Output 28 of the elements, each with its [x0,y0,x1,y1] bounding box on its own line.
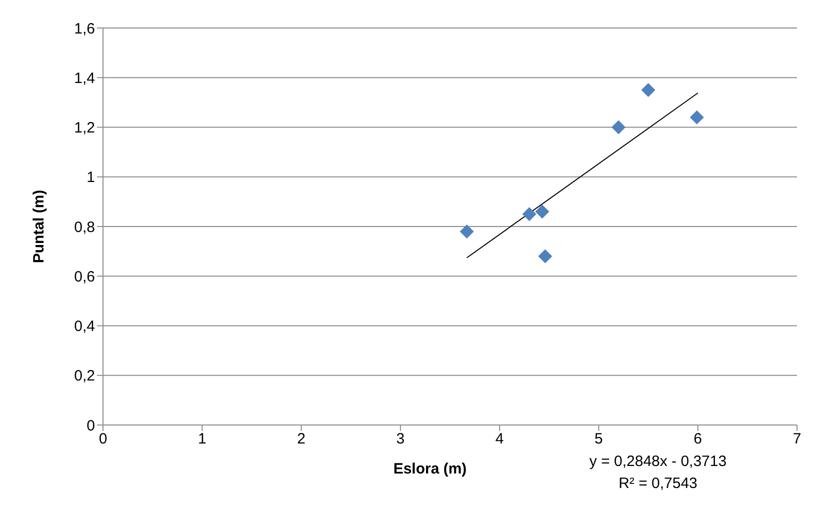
y-tick-label: 0,4 [74,318,95,336]
x-tick-label: 6 [694,430,702,448]
x-tick-label: 7 [792,430,802,448]
point [538,249,552,264]
y-tick-label: 1 [86,169,95,186]
y-axis-title: Puntal (m) [30,190,48,264]
y-tick-label: 1,4 [74,70,95,87]
x-tick-label: 4 [495,430,504,448]
x-tick-label: 5 [594,430,603,448]
y-tick-label: 1,2 [74,120,95,137]
x-tick-label: 1 [198,430,206,448]
point [641,83,656,98]
point [612,120,626,134]
x-axis-title: Eslora (m) [393,460,467,478]
x-tick-label: 3 [396,430,405,448]
y-tick-label: 0,8 [74,218,95,236]
point [460,224,474,238]
text: y = 0,2848x - 0,3713 [588,453,728,470]
y-tick-label: 0,6 [74,268,95,286]
x-tick-label: 0 [98,430,108,448]
text: R² = 0,7543 [618,475,698,492]
y-tick-label: 1,6 [74,20,95,38]
point [690,110,704,124]
point [522,207,536,222]
x-tick-label: 2 [297,430,306,448]
y-tick-label: 0,2 [74,368,95,385]
y-tick-label: 0 [86,417,95,434]
point [535,204,550,219]
